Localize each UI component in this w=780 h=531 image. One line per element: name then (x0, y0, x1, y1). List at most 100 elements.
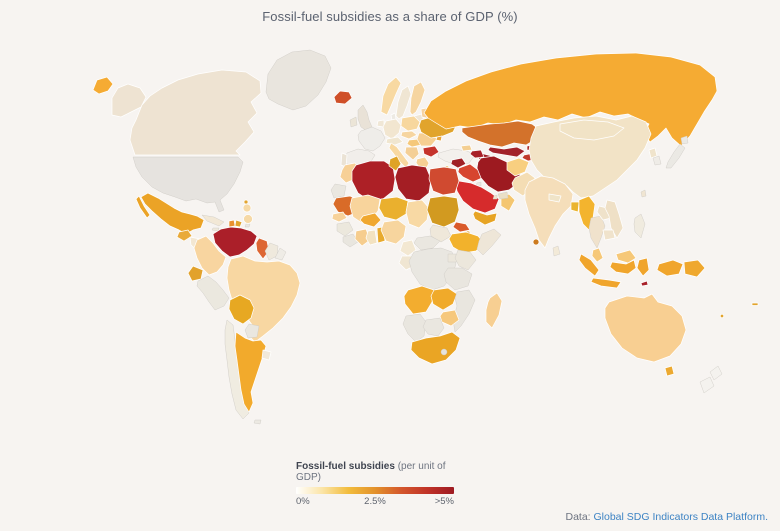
country-new-caledonia[interactable] (751, 302, 759, 306)
country-north-korea[interactable] (648, 147, 658, 159)
country-chad[interactable] (405, 199, 430, 229)
country-thailand[interactable] (588, 215, 606, 249)
country-malaysia-borneo[interactable] (615, 249, 637, 264)
country-senegal[interactable] (331, 211, 348, 223)
country-mongolia[interactable] (559, 119, 625, 141)
country-caribbean-circle-2[interactable] (243, 214, 253, 224)
country-finland[interactable] (409, 81, 426, 116)
country-niger[interactable] (378, 196, 409, 221)
country-french-guiana[interactable] (274, 247, 287, 261)
country-philippines[interactable] (633, 213, 646, 239)
country-haiti[interactable] (228, 219, 236, 228)
country-south-korea[interactable] (652, 155, 662, 166)
country-alaska[interactable] (111, 83, 147, 118)
country-balkans[interactable] (404, 146, 420, 161)
country-algeria[interactable] (351, 160, 396, 202)
country-caribbean-circle-1[interactable] (242, 203, 252, 213)
country-uzbekistan[interactable] (487, 146, 526, 158)
country-czech-slovakia[interactable] (400, 130, 418, 140)
country-germany[interactable] (382, 118, 402, 140)
country-bolivia[interactable] (228, 294, 255, 325)
country-dominican-republic[interactable] (234, 219, 243, 228)
country-nepal[interactable] (548, 193, 562, 203)
country-zimbabwe[interactable] (439, 309, 460, 327)
country-new-zealand-south[interactable] (699, 376, 715, 394)
country-paraguay[interactable] (244, 323, 260, 339)
country-mozambique[interactable] (452, 289, 476, 333)
country-venezuela[interactable] (212, 226, 258, 258)
country-puerto-rico[interactable] (244, 223, 251, 228)
country-tanzania[interactable] (443, 267, 473, 291)
country-norway[interactable] (380, 76, 402, 116)
country-ghana[interactable] (365, 229, 378, 246)
country-lesotho[interactable] (440, 348, 448, 356)
country-guinea[interactable] (336, 221, 354, 237)
country-poland[interactable] (400, 115, 421, 132)
country-switzerland-austria[interactable] (385, 136, 404, 146)
country-ethiopia[interactable] (448, 231, 485, 254)
country-iraq[interactable] (457, 163, 483, 183)
country-ireland[interactable] (349, 116, 358, 128)
country-fiji[interactable] (719, 313, 725, 319)
country-malaysia-peninsular[interactable] (591, 247, 604, 263)
country-guatemala[interactable] (176, 229, 193, 242)
country-vietnam[interactable] (604, 199, 624, 239)
country-guyana[interactable] (255, 237, 270, 260)
country-france[interactable] (357, 126, 386, 152)
country-taiwan[interactable] (640, 189, 647, 198)
country-eritrea[interactable] (452, 221, 471, 233)
country-japan-hokkaido[interactable] (680, 135, 689, 145)
country-canada[interactable] (129, 69, 262, 156)
country-suriname[interactable] (264, 242, 279, 261)
country-saudi-arabia[interactable] (455, 180, 500, 214)
country-benelux[interactable] (376, 119, 385, 128)
country-egypt[interactable] (428, 166, 460, 196)
country-yemen[interactable] (472, 210, 498, 226)
country-zambia[interactable] (430, 287, 458, 311)
country-nigeria[interactable] (380, 219, 407, 245)
country-ivory-coast[interactable] (354, 228, 371, 247)
country-western-sahara[interactable] (330, 183, 347, 199)
country-cuba[interactable] (201, 214, 225, 227)
country-tunisia[interactable] (388, 155, 402, 172)
country-maldives[interactable] (532, 238, 540, 246)
country-south-africa[interactable] (410, 331, 461, 365)
country-south-sudan[interactable] (429, 224, 452, 243)
country-georgia[interactable] (460, 144, 473, 152)
country-greenland[interactable] (265, 49, 332, 111)
country-iceland[interactable] (333, 90, 353, 105)
country-papua-new-guinea[interactable] (683, 259, 706, 278)
country-new-zealand-north[interactable] (709, 365, 723, 381)
country-usa[interactable] (132, 156, 244, 213)
country-argentina[interactable] (234, 331, 267, 413)
country-indonesia-java[interactable] (590, 277, 622, 289)
country-caribbean-small-state-dot[interactable] (243, 199, 249, 205)
country-ecuador[interactable] (187, 265, 204, 282)
country-bangladesh[interactable] (570, 201, 580, 213)
country-madagascar[interactable] (485, 292, 503, 329)
data-source-link[interactable]: Global SDG Indicators Data Platform. (593, 511, 769, 523)
country-botswana[interactable] (422, 317, 445, 337)
country-moldova[interactable] (435, 135, 443, 142)
country-russia-chukotka[interactable] (92, 76, 114, 95)
country-qatar[interactable] (492, 194, 498, 200)
country-sudan[interactable] (426, 195, 460, 228)
country-burkina-faso[interactable] (359, 212, 382, 228)
country-sweden[interactable] (395, 85, 412, 120)
country-sri-lanka[interactable] (552, 245, 561, 257)
country-indonesia-papua[interactable] (656, 259, 684, 277)
country-central-african-republic[interactable] (413, 235, 441, 251)
country-japan[interactable] (665, 143, 686, 169)
country-afghanistan[interactable] (506, 157, 530, 177)
country-uruguay[interactable] (261, 349, 272, 361)
country-sierra-leone-liberia[interactable] (342, 233, 359, 248)
country-cameroon[interactable] (399, 239, 417, 257)
country-australia[interactable] (604, 293, 687, 363)
country-indonesia-sumatra[interactable] (578, 253, 600, 277)
country-namibia[interactable] (402, 313, 427, 343)
country-turkey[interactable] (437, 148, 476, 166)
country-india[interactable] (524, 175, 574, 249)
country-peru[interactable] (196, 275, 230, 311)
country-bulgaria[interactable] (422, 145, 440, 158)
country-uae[interactable] (497, 191, 509, 200)
